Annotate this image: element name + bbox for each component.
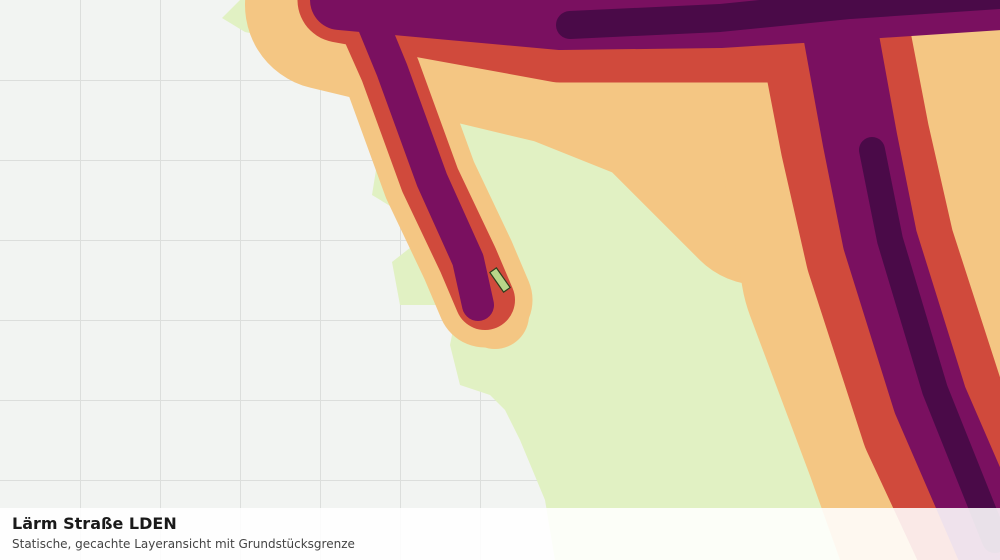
map-subtitle: Statische, gecachte Layeransicht mit Gru…: [12, 537, 355, 551]
noise-zone-dark: [556, 0, 1000, 39]
parcel-boundary: [489, 267, 511, 293]
map-title: Lärm Straße LDEN: [12, 514, 177, 533]
noise-layer: [222, 0, 1000, 560]
caption-panel: [0, 508, 1000, 560]
noise-zone-purple: [345, 0, 494, 321]
noise-zone-dark: [859, 137, 1000, 553]
